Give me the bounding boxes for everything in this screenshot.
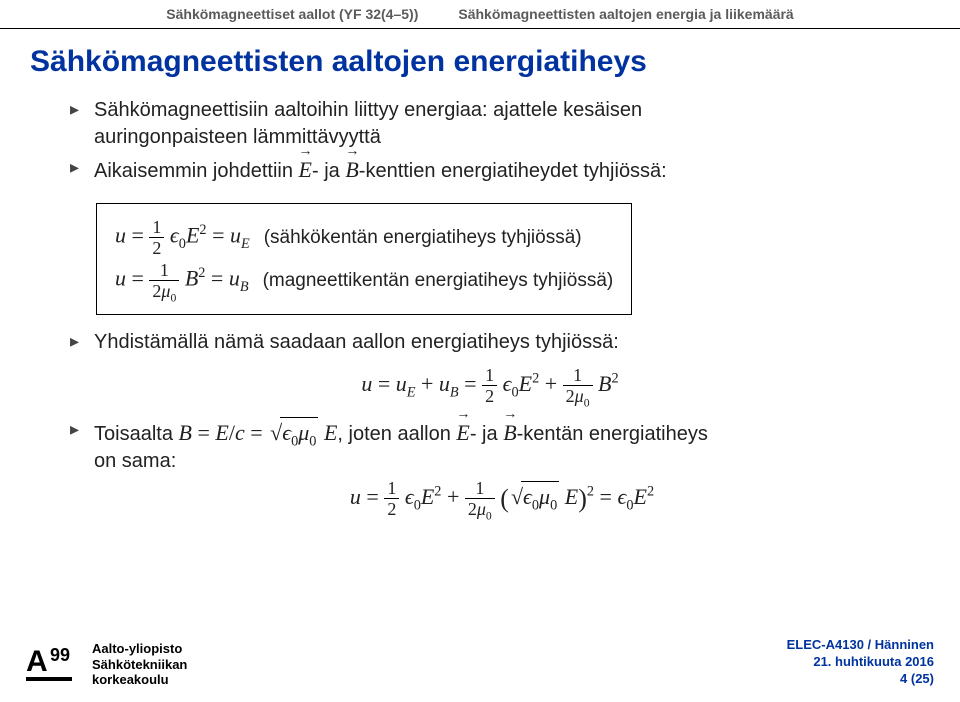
bullet-3: Yhdistämällä nämä saadaan aallon energia… <box>70 329 910 356</box>
eq-uB: u = 12μ0 B2 = uB <box>115 261 249 300</box>
logo-text: Aalto-yliopisto Sähkötekniikan korkeakou… <box>92 641 187 688</box>
logo-line1: Aalto-yliopisto <box>92 641 187 657</box>
eq1-desc: (sähkökentän energiatiheys tyhjiössä) <box>264 225 582 251</box>
eq2-desc: (magneettikentän energiatiheys tyhjiössä… <box>263 268 614 294</box>
content-area: Sähkömagneettisiin aaltoihin liittyy ene… <box>0 97 960 518</box>
bullet-2-text-b: - ja <box>312 160 345 182</box>
bullet-4-text-b: , joten aallon <box>337 423 456 445</box>
eq-uE: u = 12 ϵ0E2 = uE <box>115 218 250 257</box>
footer-date: 21. huhtikuuta 2016 <box>787 654 934 671</box>
logo-line3: korkeakoulu <box>92 672 187 688</box>
bullet-1-text-b: auringonpaisteen lämmittävyyttä <box>94 126 381 148</box>
header-rule <box>0 28 960 29</box>
bullet-4: Toisaalta B = E/c = ϵ0μ0 E, joten aallon… <box>70 417 910 518</box>
equation-final: u = 12 ϵ0E2 + 12μ0 (ϵ0μ0 E)2 = ϵ0E2 <box>94 479 910 518</box>
bullet-4-text-a: Toisaalta <box>94 423 179 445</box>
svg-text:99: 99 <box>50 645 70 665</box>
bullet-3-text: Yhdistämällä nämä saadaan aallon energia… <box>94 331 619 353</box>
equation-box: u = 12 ϵ0E2 = uE (sähkökentän energiatih… <box>96 203 632 315</box>
header-left: Sähkömagneettiset aallot (YF 32(4–5)) <box>166 6 418 22</box>
logo-line2: Sähkötekniikan <box>92 657 187 673</box>
footer-course: ELEC-A4130 / Hänninen <box>787 637 934 654</box>
footer-right: ELEC-A4130 / Hänninen 21. huhtikuuta 201… <box>787 637 934 688</box>
bullet-2-text-c: -kenttien energiatiheydet tyhjiössä: <box>359 160 667 182</box>
footer-page: 4 (25) <box>787 671 934 688</box>
equation-row-1: u = 12 ϵ0E2 = uE (sähkökentän energiatih… <box>115 218 613 257</box>
header-right: Sähkömagneettisten aaltojen energia ja l… <box>458 6 793 22</box>
equation-row-2: u = 12μ0 B2 = uB (magneettikentän energi… <box>115 261 613 300</box>
footer: A 99 Aalto-yliopisto Sähkötekniikan kork… <box>0 627 960 702</box>
svg-text:A: A <box>26 645 48 678</box>
aalto-logo-icon: A 99 <box>26 641 84 683</box>
bullet-4-text-c: - ja <box>470 423 503 445</box>
bullet-2-text-a: Aikaisemmin johdettiin <box>94 160 299 182</box>
bullet-4-text-d: -kentän energiatiheys <box>517 423 708 445</box>
bullet-1: Sähkömagneettisiin aaltoihin liittyy ene… <box>70 97 910 151</box>
header-bar: Sähkömagneettiset aallot (YF 32(4–5)) Sä… <box>0 0 960 26</box>
bullet-2: Aikaisemmin johdettiin E- ja B-kenttien … <box>70 155 910 185</box>
bullet-4-text-e: on sama: <box>94 450 176 472</box>
logo-block: A 99 Aalto-yliopisto Sähkötekniikan kork… <box>26 641 187 688</box>
page-title: Sähkömagneettisten aaltojen energiatihey… <box>0 39 960 97</box>
equation-combined: u = uE + uB = 12 ϵ0E2 + 12μ0 B2 <box>70 366 910 405</box>
bullet-1-text-a: Sähkömagneettisiin aaltoihin liittyy ene… <box>94 99 642 121</box>
